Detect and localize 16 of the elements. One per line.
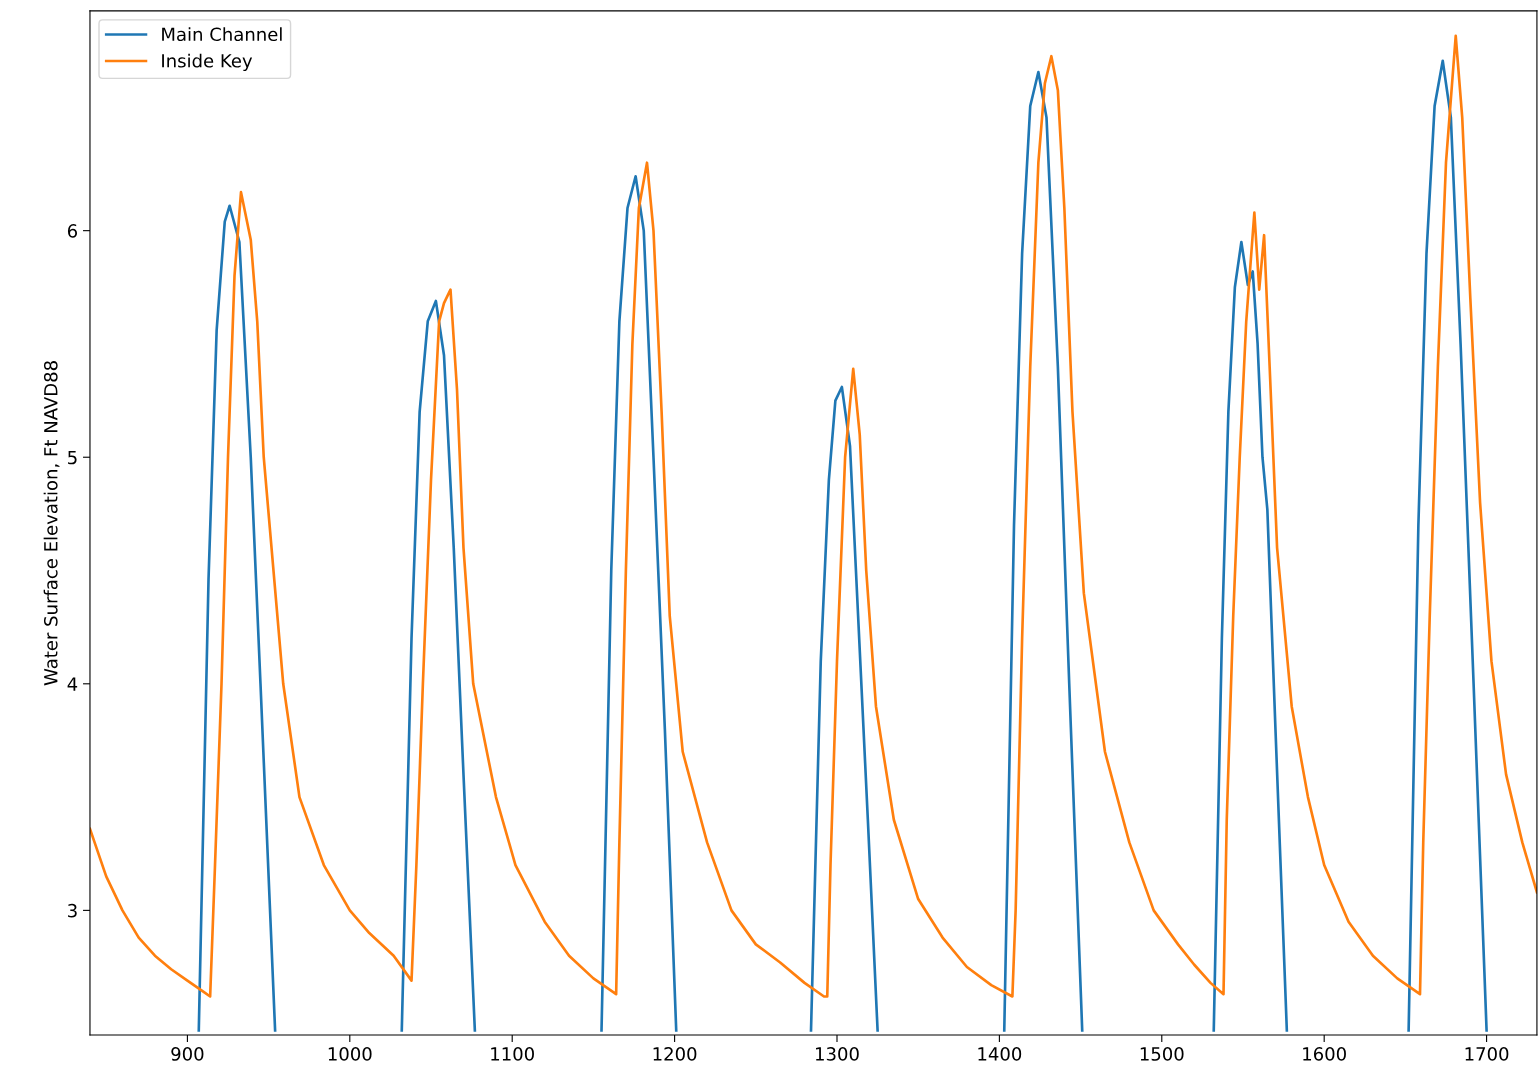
x-tick-label: 1600 [1303, 1047, 1346, 1061]
legend-label: Inside Key [162, 53, 253, 72]
x-tick-label: 1700 [1465, 1047, 1509, 1061]
x-tick-label: 1300 [816, 1047, 859, 1061]
x-tick-label: 1000 [328, 1047, 372, 1061]
x-tick-label: 1200 [653, 1047, 697, 1061]
x-tick-label: 1400 [978, 1047, 1022, 1061]
y-axis-title: Water Surface Elevation, Ft NAVD88 [43, 361, 60, 686]
y-tick-label: 6 [67, 224, 78, 238]
legend-label: Main Channel [162, 27, 282, 42]
y-tick-label: 4 [67, 677, 78, 691]
y-tick-label: 3 [68, 903, 77, 918]
x-tick-label: 1100 [491, 1047, 534, 1061]
x-tick-label: 1500 [1140, 1047, 1184, 1061]
y-tick-label: 5 [68, 450, 77, 465]
x-tick-label: 900 [171, 1047, 204, 1061]
